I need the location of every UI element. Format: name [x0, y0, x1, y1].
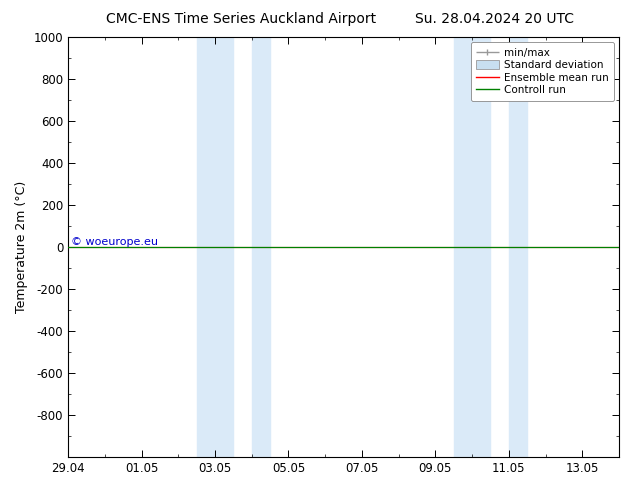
Y-axis label: Temperature 2m (°C): Temperature 2m (°C) — [15, 181, 28, 313]
Bar — [197, 37, 233, 457]
Text: CMC-ENS Time Series Auckland Airport: CMC-ENS Time Series Auckland Airport — [106, 12, 376, 26]
Text: Su. 28.04.2024 20 UTC: Su. 28.04.2024 20 UTC — [415, 12, 574, 26]
Text: © woeurope.eu: © woeurope.eu — [71, 237, 158, 247]
Bar — [252, 37, 270, 457]
Bar — [509, 37, 527, 457]
Bar — [454, 37, 491, 457]
Legend: min/max, Standard deviation, Ensemble mean run, Controll run: min/max, Standard deviation, Ensemble me… — [470, 42, 614, 100]
